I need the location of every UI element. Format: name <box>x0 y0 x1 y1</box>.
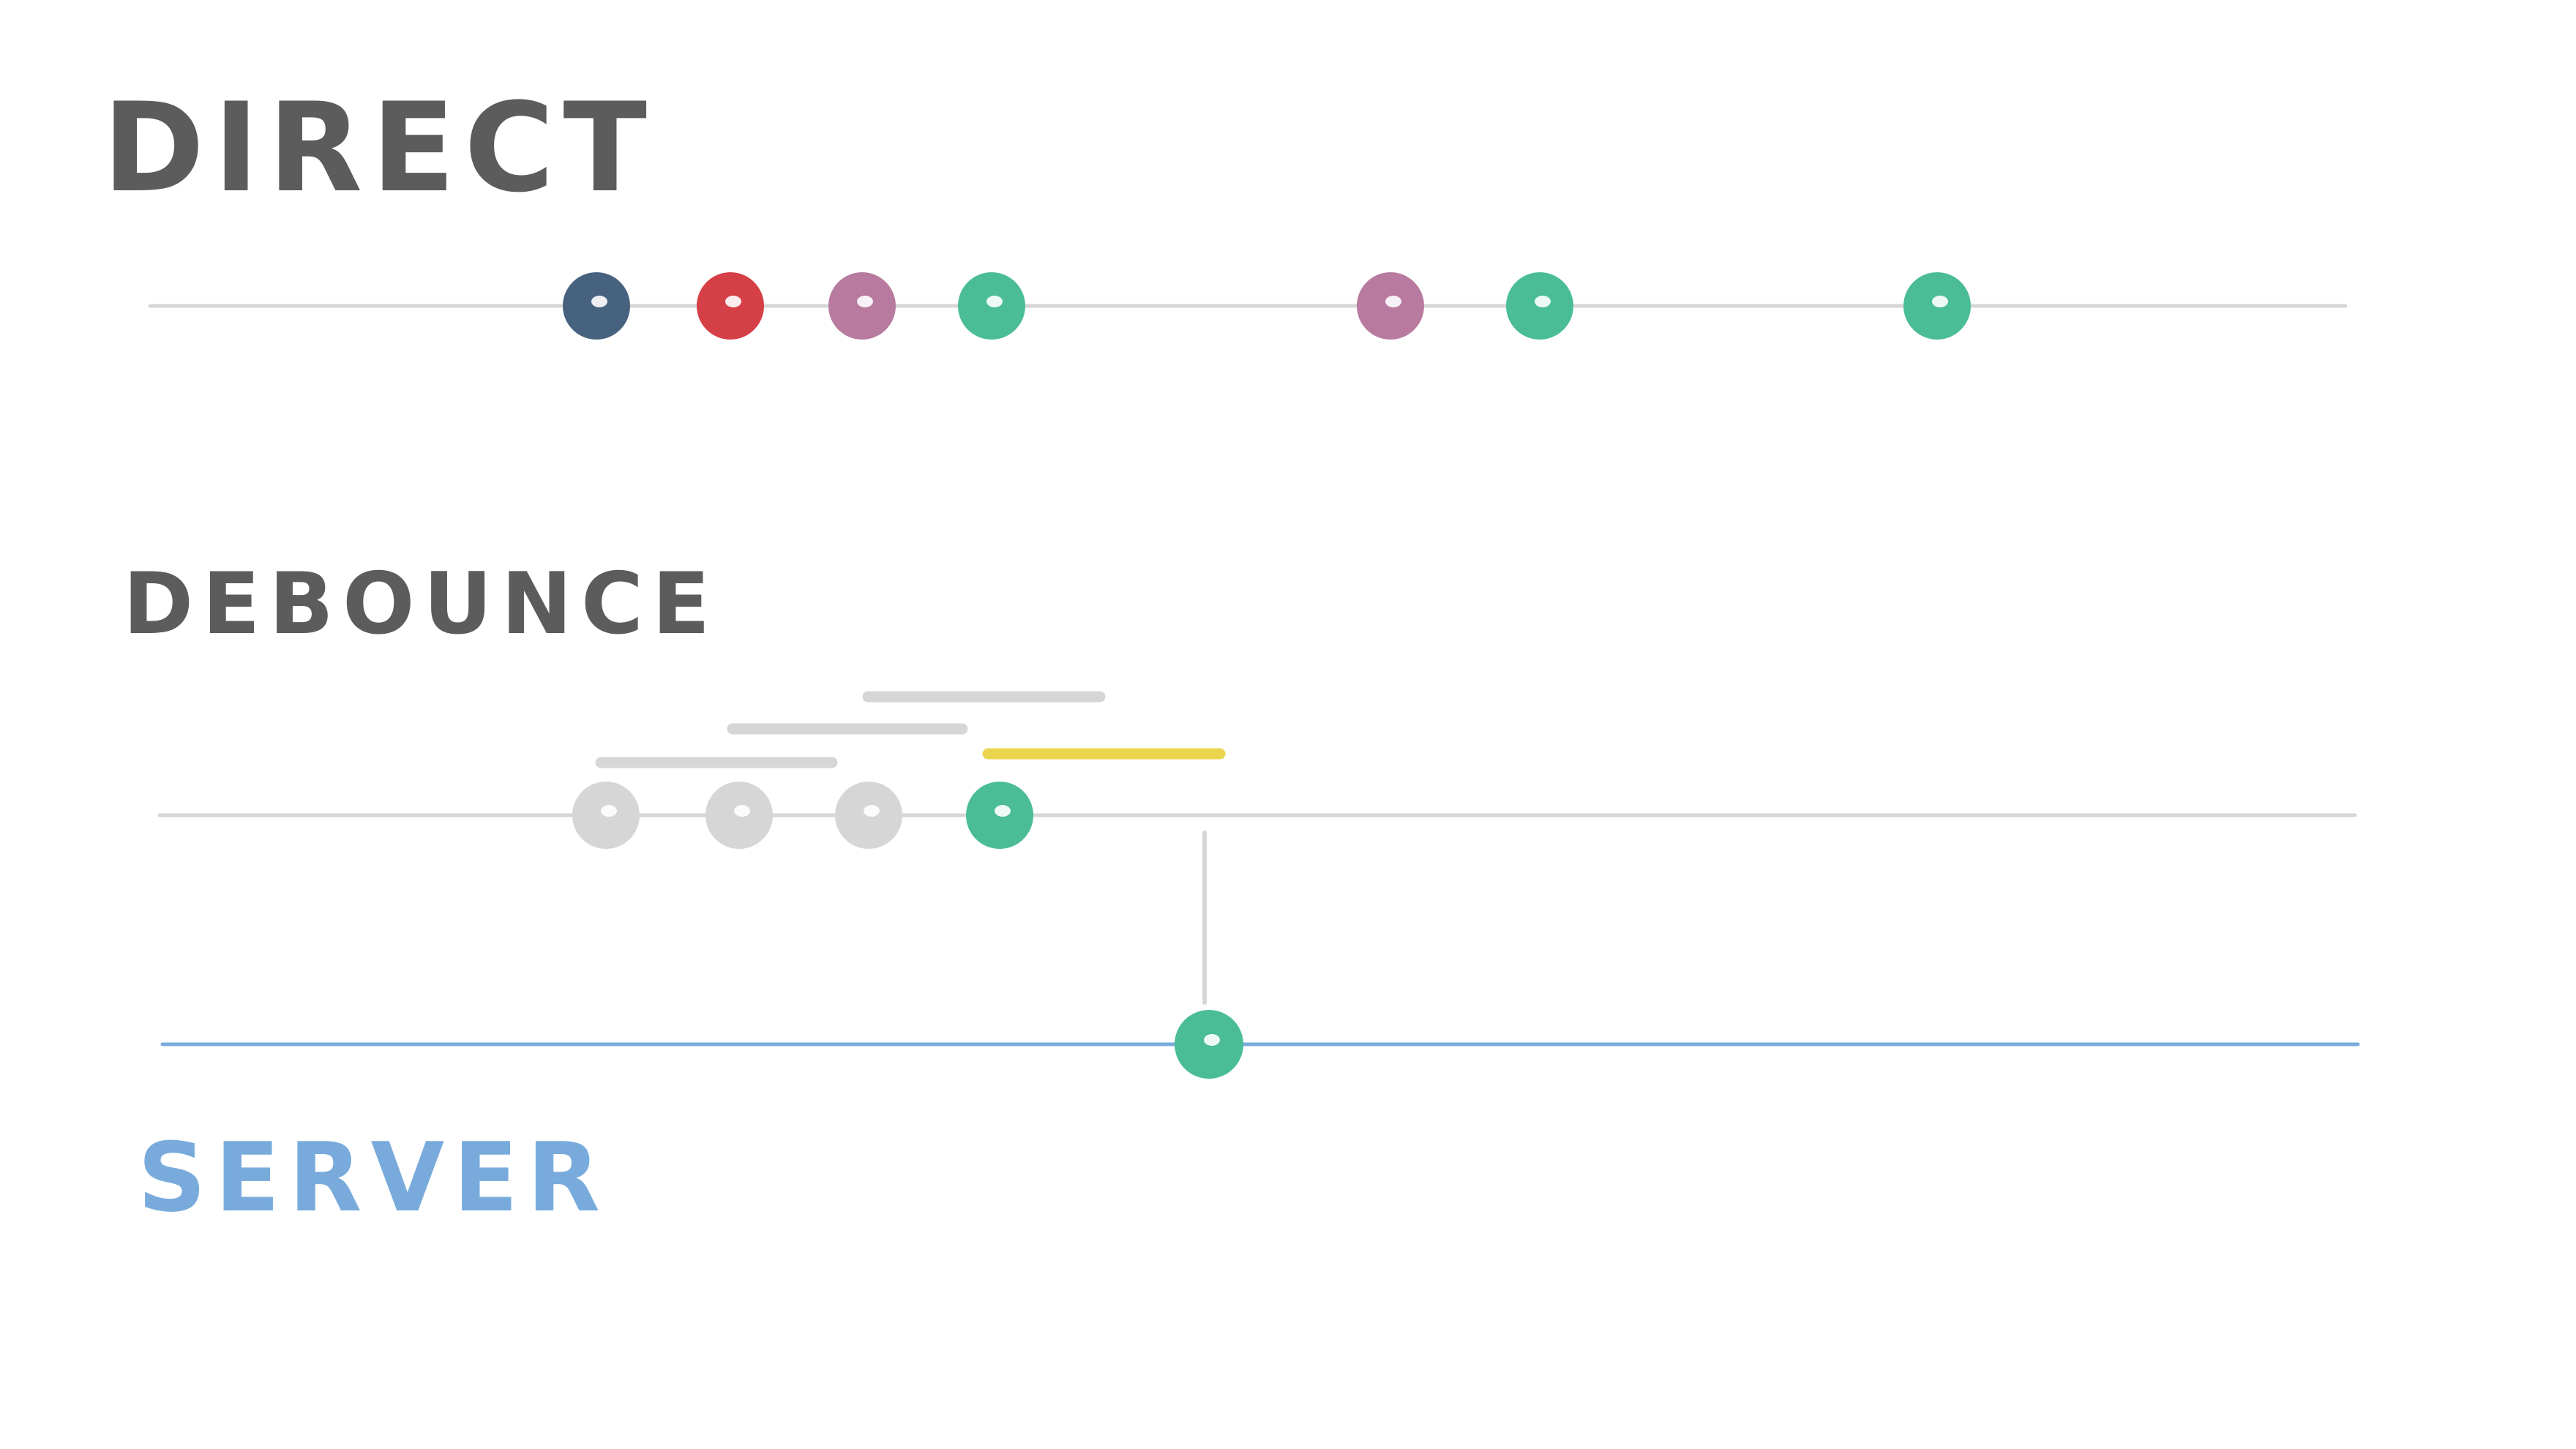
direct-timeline-label: DIRECT <box>102 76 656 220</box>
direct-event-dot <box>1506 272 1573 340</box>
direct-event-dot <box>697 272 764 340</box>
direct-event-dot <box>1357 272 1424 340</box>
direct-event-dot <box>828 272 896 340</box>
server-timeline-label: SERVER <box>138 1122 610 1233</box>
debounce-timeline-label: DEBOUNCE <box>123 555 719 654</box>
direct-event-dot <box>563 272 630 340</box>
debounce-event-dot <box>966 782 1033 849</box>
direct-event-dot <box>958 272 1025 340</box>
debounce-event-dot <box>835 782 902 849</box>
debounce-event-dot <box>705 782 773 849</box>
debounce-event-dot <box>572 782 640 849</box>
server-event-dot <box>1175 1010 1243 1079</box>
direct-event-dot <box>1903 272 1971 340</box>
